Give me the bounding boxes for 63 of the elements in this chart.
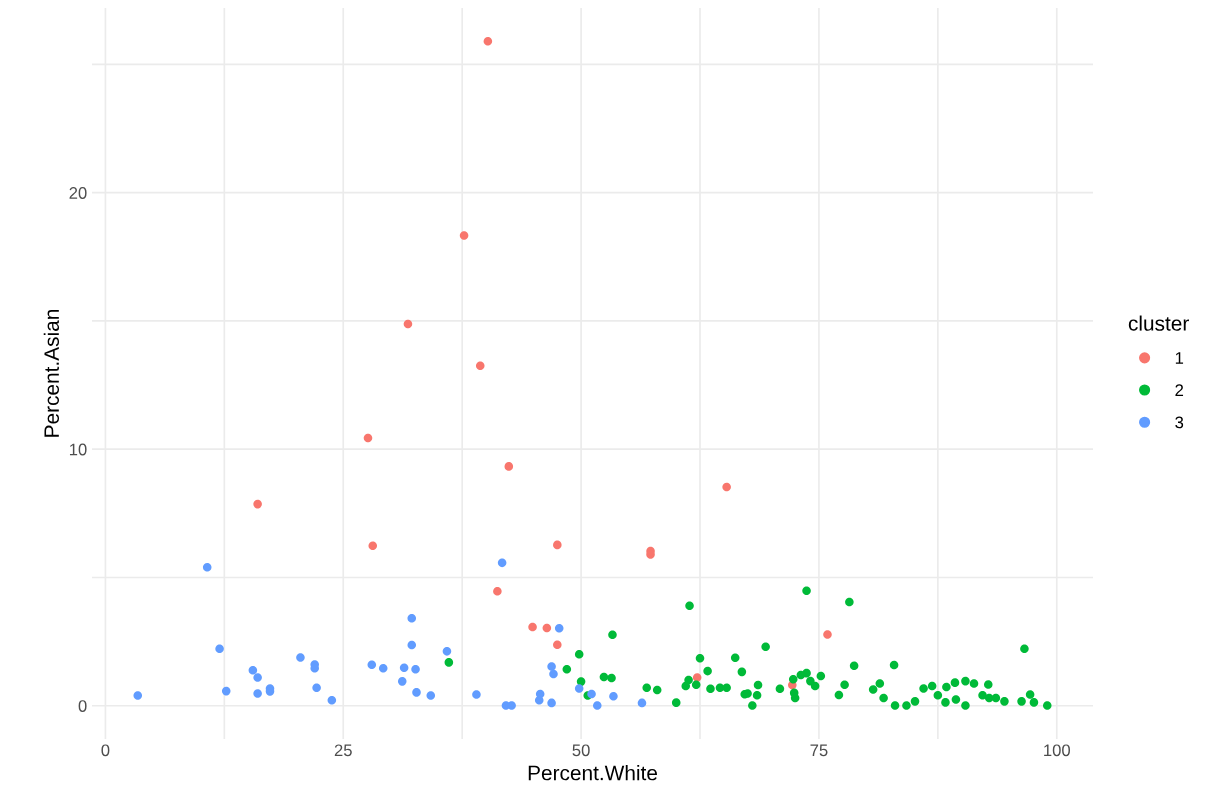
point	[549, 669, 558, 679]
point	[459, 231, 469, 240]
point	[547, 662, 556, 671]
point	[542, 623, 552, 633]
point	[587, 689, 596, 699]
point	[363, 433, 373, 443]
point	[296, 653, 305, 662]
point	[403, 319, 413, 329]
point	[253, 499, 262, 509]
legend-label: 2	[1175, 384, 1184, 396]
point	[554, 623, 564, 633]
point	[221, 686, 231, 696]
point	[497, 558, 507, 568]
point	[215, 644, 224, 654]
point	[397, 677, 407, 686]
point	[412, 688, 421, 697]
point	[472, 690, 481, 699]
point	[637, 698, 647, 708]
point	[327, 696, 337, 705]
point	[592, 701, 602, 710]
point	[248, 666, 258, 675]
point	[312, 683, 321, 693]
point	[253, 673, 262, 682]
point	[553, 640, 562, 649]
point	[528, 622, 537, 632]
point	[823, 630, 832, 639]
x-tick-label: 0	[101, 744, 110, 757]
point	[399, 663, 409, 673]
point	[426, 691, 436, 700]
point	[534, 696, 544, 705]
point	[253, 689, 262, 698]
point	[442, 647, 452, 656]
x-tick-label: 50	[572, 744, 590, 757]
y-axis-title: Percent.Asian	[43, 310, 60, 437]
point	[411, 665, 420, 674]
point	[133, 691, 143, 700]
point	[692, 673, 702, 682]
x-tick-label: 25	[334, 744, 352, 757]
x-axis-title: Percent.White	[528, 765, 658, 781]
y-tick-label: 20	[69, 187, 87, 199]
point	[378, 663, 388, 673]
legend-label: 1	[1175, 352, 1184, 364]
y-tick-label: 0	[78, 700, 87, 712]
point	[722, 482, 731, 492]
point	[507, 701, 516, 710]
point	[368, 541, 378, 550]
point	[547, 698, 556, 708]
point	[493, 587, 502, 596]
legend-label: 3	[1175, 416, 1184, 429]
legend-title: cluster	[1128, 315, 1189, 331]
x-tick-label: 100	[1044, 744, 1071, 757]
point	[407, 640, 417, 650]
point	[475, 361, 485, 371]
point	[553, 540, 562, 550]
point	[504, 462, 514, 471]
point	[202, 562, 212, 572]
point	[483, 37, 493, 46]
point	[407, 613, 417, 623]
x-tick-label: 75	[810, 744, 828, 757]
y-tick-label: 10	[69, 443, 87, 456]
point	[574, 684, 584, 693]
point	[367, 660, 377, 669]
point	[609, 691, 618, 701]
